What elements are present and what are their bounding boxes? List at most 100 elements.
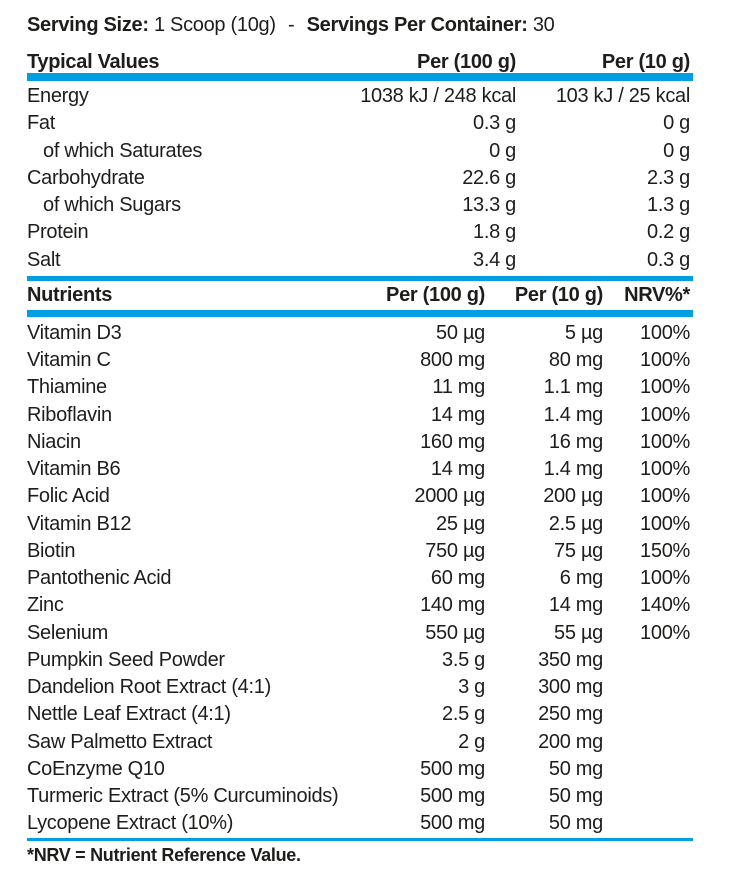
row-label: Niacin [27, 430, 81, 453]
row-nrv-value: 100% [640, 621, 690, 644]
row-nrv-value: 100% [640, 485, 690, 508]
row-label: Turmeric Extract (5% Curcuminoids) [27, 785, 339, 807]
row-per100-value: 13.3 g [462, 194, 516, 216]
row-label: Zinc [27, 594, 64, 617]
row-per100-value: 60 mg [430, 567, 485, 589]
typical-values-row: of which Saturates 0 g 0 g [27, 138, 693, 165]
row-per10-value: 350 mg [538, 648, 603, 671]
row-label: Thiamine [27, 376, 107, 399]
row-nrv-value: 100% [640, 349, 690, 371]
row-per10-value: 50 mg [548, 757, 603, 780]
row-label: of which Sugars [43, 194, 181, 216]
serving-separator: - [287, 14, 295, 36]
row-nrv-value: 150% [640, 539, 690, 562]
row-per10-value: 50 mg [548, 812, 603, 835]
nutrient-row: Lycopene Extract (10%) 500 mg 50 mg [27, 810, 693, 837]
row-per100-value: 160 mg [420, 430, 485, 453]
nutrient-row: Folic Acid 2000 µg 200 µg 100% [27, 483, 693, 510]
row-per100-value: 25 µg [436, 512, 485, 535]
nutrients-table: Vitamin D3 50 µg 5 µg 100% Vitamin C 800… [27, 317, 693, 838]
row-label: Lycopene Extract (10%) [27, 812, 234, 835]
nutrient-row: Saw Palmetto Extract 2 g 200 mg [27, 729, 693, 756]
nutrient-row: Dandelion Root Extract (4:1) 3 g 300 mg [27, 674, 693, 701]
divider-bar-thick-2 [27, 309, 693, 317]
row-per100-value: 2.5 g [442, 703, 485, 726]
row-per100-value: 22.6 g [462, 166, 516, 189]
row-per100-value: 750 µg [425, 539, 485, 562]
row-per10-value: 6 mg [559, 567, 604, 589]
nutrient-row: CoEnzyme Q10 500 mg 50 mg [27, 756, 693, 783]
nutrient-row: Pantothenic Acid 60 mg 6 mg 100% [27, 565, 693, 592]
typical-values-table: Energy 1038 kJ / 248 kcal 103 kJ / 25 kc… [27, 81, 693, 274]
row-per10-value: 14 mg [548, 594, 603, 617]
row-label: Fat [27, 112, 55, 135]
typical-values-row: of which Sugars 13.3 g 1.3 g [27, 192, 693, 219]
row-label: Energy [27, 85, 89, 107]
nutrient-row: Vitamin D3 50 µg 5 µg 100% [27, 320, 693, 347]
row-per100-value: 14 mg [430, 403, 485, 426]
nutrient-row: Thiamine 11 mg 1.1 mg 100% [27, 374, 693, 401]
row-per10-value: 0 g [663, 112, 690, 135]
divider-bar-medium [27, 275, 693, 281]
nutrient-row: Vitamin C 800 mg 80 mg 100% [27, 347, 693, 374]
row-per10-value: 2.5 µg [548, 512, 604, 535]
row-per100-value: 2 g [458, 730, 485, 753]
serving-size-label: Serving Size: [27, 14, 149, 36]
row-per10-value: 2.3 g [647, 166, 690, 189]
servings-per-container-label: Servings Per Container: [306, 14, 528, 36]
row-per100-value: 0.3 g [473, 112, 516, 135]
row-per10-value: 1.3 g [647, 194, 690, 216]
row-label: Saw Palmetto Extract [27, 730, 213, 753]
nutrients-title: Nutrients [27, 283, 113, 306]
servings-per-container-value: 30 [532, 14, 555, 36]
row-per10-value: 300 mg [538, 676, 603, 698]
row-per10-value: 1.1 mg [543, 376, 604, 399]
nutrient-row: Niacin 160 mg 16 mg 100% [27, 429, 693, 456]
row-per100-value: 14 mg [430, 458, 485, 480]
row-nrv-value: 100% [640, 403, 690, 426]
typical-values-col-per10-header: Per (10 g) [601, 51, 690, 73]
row-nrv-value: 100% [640, 567, 690, 589]
row-per10-value: 75 µg [554, 539, 603, 562]
row-per10-value: 5 µg [564, 321, 603, 344]
divider-bar-thin [27, 837, 693, 841]
row-per100-value: 2000 µg [414, 485, 485, 508]
typical-values-col-per100-header: Per (100 g) [417, 51, 516, 73]
nutrient-row: Pumpkin Seed Powder 3.5 g 350 mg [27, 647, 693, 674]
nutrient-row: Selenium 550 µg 55 µg 100% [27, 620, 693, 647]
row-label: Vitamin B12 [27, 512, 132, 535]
nutrient-row: Biotin 750 µg 75 µg 150% [27, 538, 693, 565]
row-per10-value: 55 µg [554, 621, 603, 644]
row-label: CoEnzyme Q10 [27, 757, 165, 780]
row-label: Selenium [27, 621, 108, 644]
row-per10-value: 200 µg [543, 485, 603, 508]
nutrients-header-row: Nutrients Per (100 g) Per (10 g) NRV%* [27, 281, 693, 310]
row-label: Salt [27, 248, 61, 271]
row-nrv-value: 100% [640, 512, 690, 535]
row-label: Vitamin D3 [27, 321, 122, 344]
row-label: of which Saturates [43, 139, 203, 162]
row-per10-value: 50 mg [548, 785, 603, 807]
row-per100-value: 550 µg [425, 621, 485, 644]
row-label: Dandelion Root Extract (4:1) [27, 676, 271, 698]
row-nrv-value: 100% [640, 321, 690, 344]
row-per100-value: 1.8 g [473, 221, 516, 244]
row-per10-value: 1.4 mg [543, 458, 604, 480]
row-label: Pantothenic Acid [27, 567, 172, 589]
row-per100-value: 500 mg [420, 812, 485, 835]
row-label: Pumpkin Seed Powder [27, 648, 225, 671]
row-per10-value: 250 mg [538, 703, 603, 726]
row-label: Protein [27, 221, 89, 244]
divider-bar-thick [27, 73, 693, 81]
nrv-footnote: *NRV = Nutrient Reference Value. [27, 844, 301, 865]
row-per10-value: 16 mg [548, 430, 603, 453]
row-label: Nettle Leaf Extract (4:1) [27, 703, 231, 726]
row-per10-value: 0.2 g [647, 221, 690, 244]
serving-info-line: Serving Size: 1 Scoop (10g) - Servings P… [27, 13, 693, 37]
row-per100-value: 800 mg [420, 349, 485, 371]
row-per10-value: 0 g [663, 139, 690, 162]
typical-values-title: Typical Values [27, 51, 160, 73]
typical-values-header-row: Typical Values Per (100 g) Per (10 g) [27, 51, 693, 73]
row-per100-value: 11 mg [432, 376, 485, 399]
nutrients-col-per100-header: Per (100 g) [386, 283, 485, 306]
